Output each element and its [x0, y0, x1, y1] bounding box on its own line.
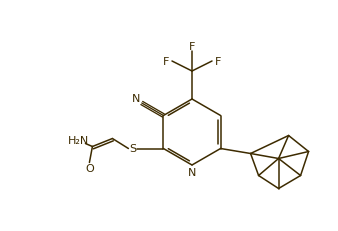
Text: F: F — [163, 57, 169, 67]
Text: S: S — [129, 144, 136, 154]
Text: N: N — [188, 167, 196, 177]
Text: O: O — [85, 164, 94, 174]
Text: H₂N: H₂N — [68, 135, 89, 145]
Text: F: F — [189, 42, 195, 52]
Text: N: N — [131, 94, 140, 103]
Text: F: F — [215, 57, 221, 67]
